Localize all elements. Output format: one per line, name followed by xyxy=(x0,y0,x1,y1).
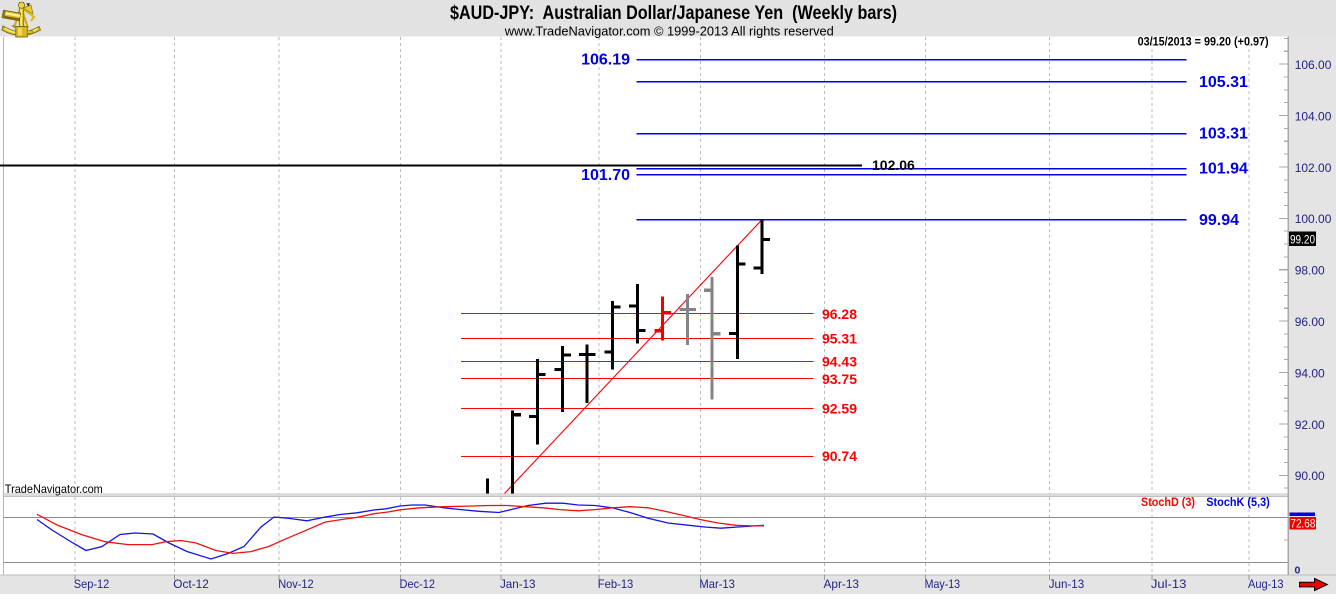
svg-text:93.75: 93.75 xyxy=(822,371,857,387)
svg-text:May-13: May-13 xyxy=(925,577,961,591)
svg-text:72.68: 72.68 xyxy=(1290,516,1315,530)
svg-text:104.00: 104.00 xyxy=(1295,109,1332,123)
svg-text:Oct-12: Oct-12 xyxy=(173,577,209,591)
svg-text:Mar-13: Mar-13 xyxy=(699,577,735,591)
svg-text:StochD (3): StochD (3) xyxy=(1141,495,1195,509)
svg-text:101.70: 101.70 xyxy=(581,167,630,184)
svg-text:99.94: 99.94 xyxy=(1199,212,1239,229)
svg-text:TradeNavigator.com: TradeNavigator.com xyxy=(5,482,103,496)
svg-text:101.94: 101.94 xyxy=(1199,161,1248,178)
svg-text:92.59: 92.59 xyxy=(822,401,857,417)
svg-text:92.00: 92.00 xyxy=(1295,418,1325,432)
svg-text:98.00: 98.00 xyxy=(1295,264,1325,278)
svg-text:Apr-13: Apr-13 xyxy=(824,577,860,591)
svg-text:103.31: 103.31 xyxy=(1199,126,1248,143)
svg-text:106.00: 106.00 xyxy=(1295,58,1332,72)
svg-text:Feb-13: Feb-13 xyxy=(598,577,634,591)
svg-text:03/15/2013 = 99.20 (+0.97): 03/15/2013 = 99.20 (+0.97) xyxy=(1138,36,1269,48)
svg-text:94.00: 94.00 xyxy=(1295,366,1325,380)
svg-text:99.20: 99.20 xyxy=(1290,232,1315,246)
svg-text:96.00: 96.00 xyxy=(1295,315,1325,329)
svg-text:Dec-12: Dec-12 xyxy=(400,577,436,591)
svg-text:105.31: 105.31 xyxy=(1199,74,1248,91)
svg-text:95.31: 95.31 xyxy=(822,331,857,347)
svg-text:StochK (5,3): StochK (5,3) xyxy=(1206,495,1270,509)
svg-text:Nov-12: Nov-12 xyxy=(278,577,314,591)
svg-text:90.00: 90.00 xyxy=(1295,469,1325,483)
svg-text:Jun-13: Jun-13 xyxy=(1049,577,1085,591)
svg-text:www.TradeNavigator.com © 1999-: www.TradeNavigator.com © 1999-2013 All r… xyxy=(504,24,834,39)
svg-text:Jul-13: Jul-13 xyxy=(1151,577,1187,591)
svg-text:90.74: 90.74 xyxy=(822,448,857,464)
svg-text:106.19: 106.19 xyxy=(581,52,630,69)
svg-text:102.00: 102.00 xyxy=(1295,161,1332,175)
svg-text:Aug-13: Aug-13 xyxy=(1248,577,1284,591)
svg-text:Jan-13: Jan-13 xyxy=(500,577,536,591)
svg-text:0: 0 xyxy=(1295,564,1301,576)
svg-text:96.28: 96.28 xyxy=(822,306,857,322)
svg-text:Sep-12: Sep-12 xyxy=(74,577,110,591)
svg-text:94.43: 94.43 xyxy=(822,353,857,369)
svg-text:100.00: 100.00 xyxy=(1295,212,1332,226)
svg-text:$AUD-JPY: Australian Dollar/J: $AUD-JPY: Australian Dollar/Japanese Yen… xyxy=(450,3,897,24)
svg-text:102.06: 102.06 xyxy=(872,157,915,173)
